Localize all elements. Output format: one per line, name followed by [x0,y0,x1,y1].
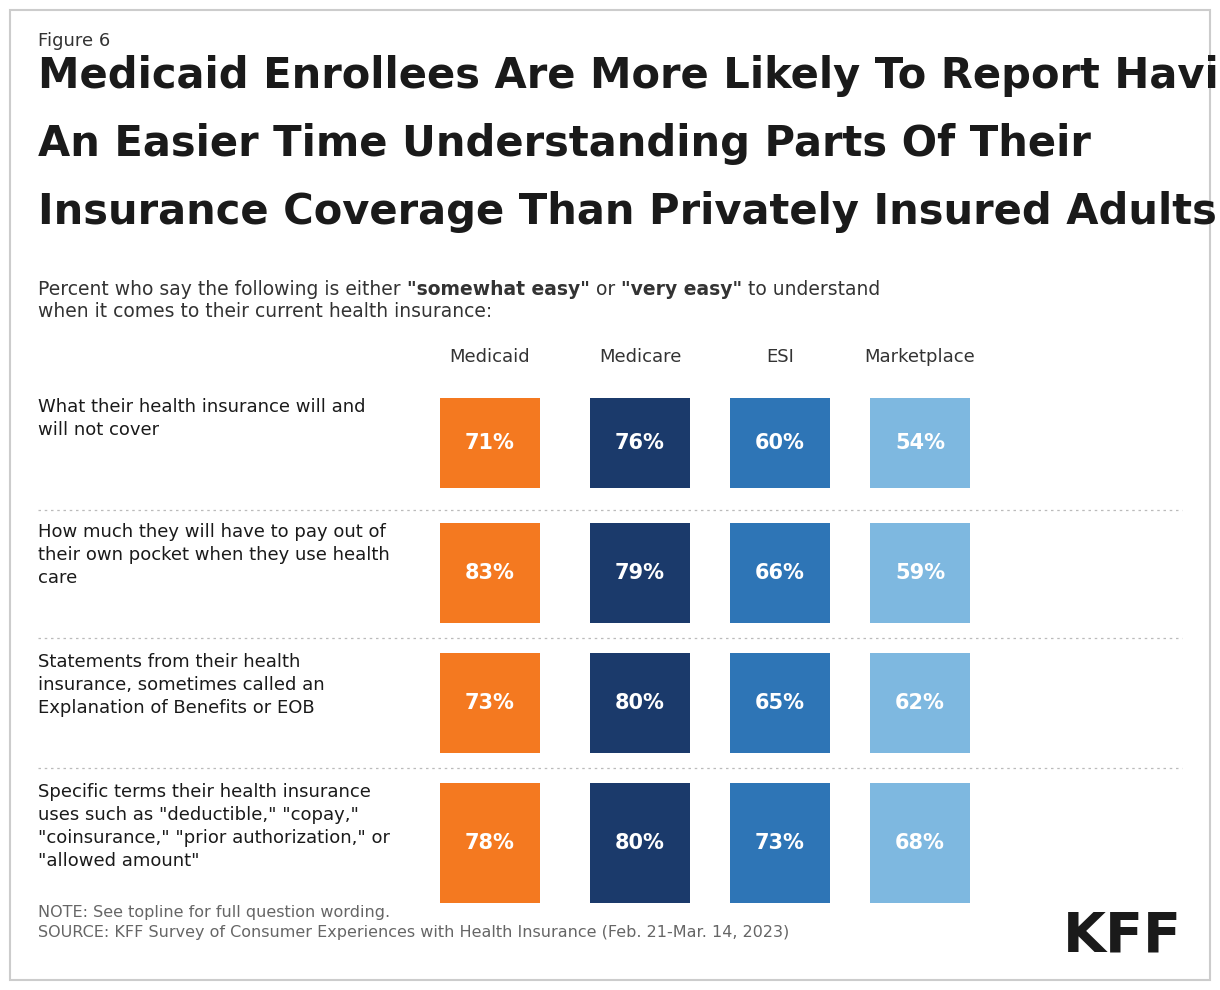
Text: 80%: 80% [615,833,665,853]
Text: 80%: 80% [615,693,665,713]
Text: Medicaid: Medicaid [450,348,531,366]
FancyBboxPatch shape [730,523,830,623]
Text: Percent who say the following is either: Percent who say the following is either [38,280,406,299]
FancyBboxPatch shape [730,783,830,903]
Text: Statements from their health
insurance, sometimes called an
Explanation of Benef: Statements from their health insurance, … [38,653,325,717]
Text: 78%: 78% [465,833,515,853]
Text: when it comes to their current health insurance:: when it comes to their current health in… [38,302,492,321]
Text: 62%: 62% [895,693,946,713]
Text: Medicare: Medicare [599,348,681,366]
Text: Medicaid Enrollees Are More Likely To Report Having: Medicaid Enrollees Are More Likely To Re… [38,55,1220,97]
Text: What their health insurance will and
will not cover: What their health insurance will and wil… [38,398,366,439]
FancyBboxPatch shape [870,653,970,753]
Text: 60%: 60% [755,433,805,453]
Text: 65%: 65% [755,693,805,713]
Text: Figure 6: Figure 6 [38,32,110,50]
Text: SOURCE: KFF Survey of Consumer Experiences with Health Insurance (Feb. 21-Mar. 1: SOURCE: KFF Survey of Consumer Experienc… [38,925,789,940]
Text: or: or [589,280,621,299]
Text: 73%: 73% [755,833,805,853]
FancyBboxPatch shape [440,653,540,753]
Text: 83%: 83% [465,563,515,583]
Text: 54%: 54% [895,433,946,453]
FancyBboxPatch shape [870,783,970,903]
Text: 71%: 71% [465,433,515,453]
Text: NOTE: See topline for full question wording.: NOTE: See topline for full question word… [38,905,390,920]
Text: "very easy": "very easy" [621,280,742,299]
Text: Marketplace: Marketplace [865,348,975,366]
Text: 66%: 66% [755,563,805,583]
FancyBboxPatch shape [440,783,540,903]
FancyBboxPatch shape [870,398,970,488]
Text: 76%: 76% [615,433,665,453]
Text: 79%: 79% [615,563,665,583]
Text: 73%: 73% [465,693,515,713]
Text: to understand: to understand [742,280,880,299]
FancyBboxPatch shape [590,783,691,903]
FancyBboxPatch shape [870,523,970,623]
Text: "somewhat easy": "somewhat easy" [406,280,589,299]
FancyBboxPatch shape [590,523,691,623]
FancyBboxPatch shape [590,653,691,753]
Text: 68%: 68% [895,833,946,853]
Text: Specific terms their health insurance
uses such as "deductible," "copay,"
"coins: Specific terms their health insurance us… [38,783,390,869]
Text: ESI: ESI [766,348,794,366]
FancyBboxPatch shape [440,398,540,488]
Text: KFF: KFF [1063,910,1182,964]
Text: Insurance Coverage Than Privately Insured Adults: Insurance Coverage Than Privately Insure… [38,191,1216,233]
Text: 59%: 59% [895,563,946,583]
FancyBboxPatch shape [730,653,830,753]
Text: How much they will have to pay out of
their own pocket when they use health
care: How much they will have to pay out of th… [38,523,389,587]
FancyBboxPatch shape [590,398,691,488]
FancyBboxPatch shape [440,523,540,623]
Text: An Easier Time Understanding Parts Of Their: An Easier Time Understanding Parts Of Th… [38,123,1091,165]
FancyBboxPatch shape [730,398,830,488]
